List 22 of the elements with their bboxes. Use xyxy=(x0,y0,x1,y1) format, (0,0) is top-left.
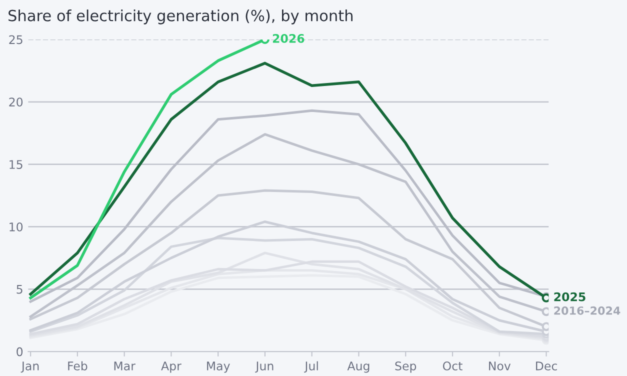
annotation: 2016–2024 xyxy=(554,306,620,315)
x-tick-label: Sep xyxy=(395,361,416,373)
y-tick-label: 20 xyxy=(9,98,23,107)
x-tick-label: Jan xyxy=(20,362,39,373)
x-tick-label: Aug xyxy=(347,362,370,373)
x-tick-label: Oct xyxy=(442,361,462,370)
x-tick-label: Mar xyxy=(114,362,136,370)
y-tick-label: 5 xyxy=(16,285,22,294)
x-tick-label: Jul xyxy=(304,361,318,373)
series-label: 2025 xyxy=(554,292,586,302)
x-tick-label: Jun xyxy=(255,362,274,373)
y-tick-label: 25 xyxy=(9,35,22,44)
x-tick-label: Nov xyxy=(489,362,511,370)
x-tick-label: Apr xyxy=(161,362,182,373)
series-label: 2026 xyxy=(272,34,304,43)
y-tick-label: 10 xyxy=(10,222,23,232)
y-tick-label: 15 xyxy=(10,160,22,169)
x-tick-label: Dec xyxy=(536,362,557,370)
x-tick-label: Feb xyxy=(68,361,88,370)
chart-title: Share of electricity generation (%), by month xyxy=(8,10,353,24)
x-tick-label: May xyxy=(207,362,230,373)
y-tick-label: 0 xyxy=(16,347,23,356)
